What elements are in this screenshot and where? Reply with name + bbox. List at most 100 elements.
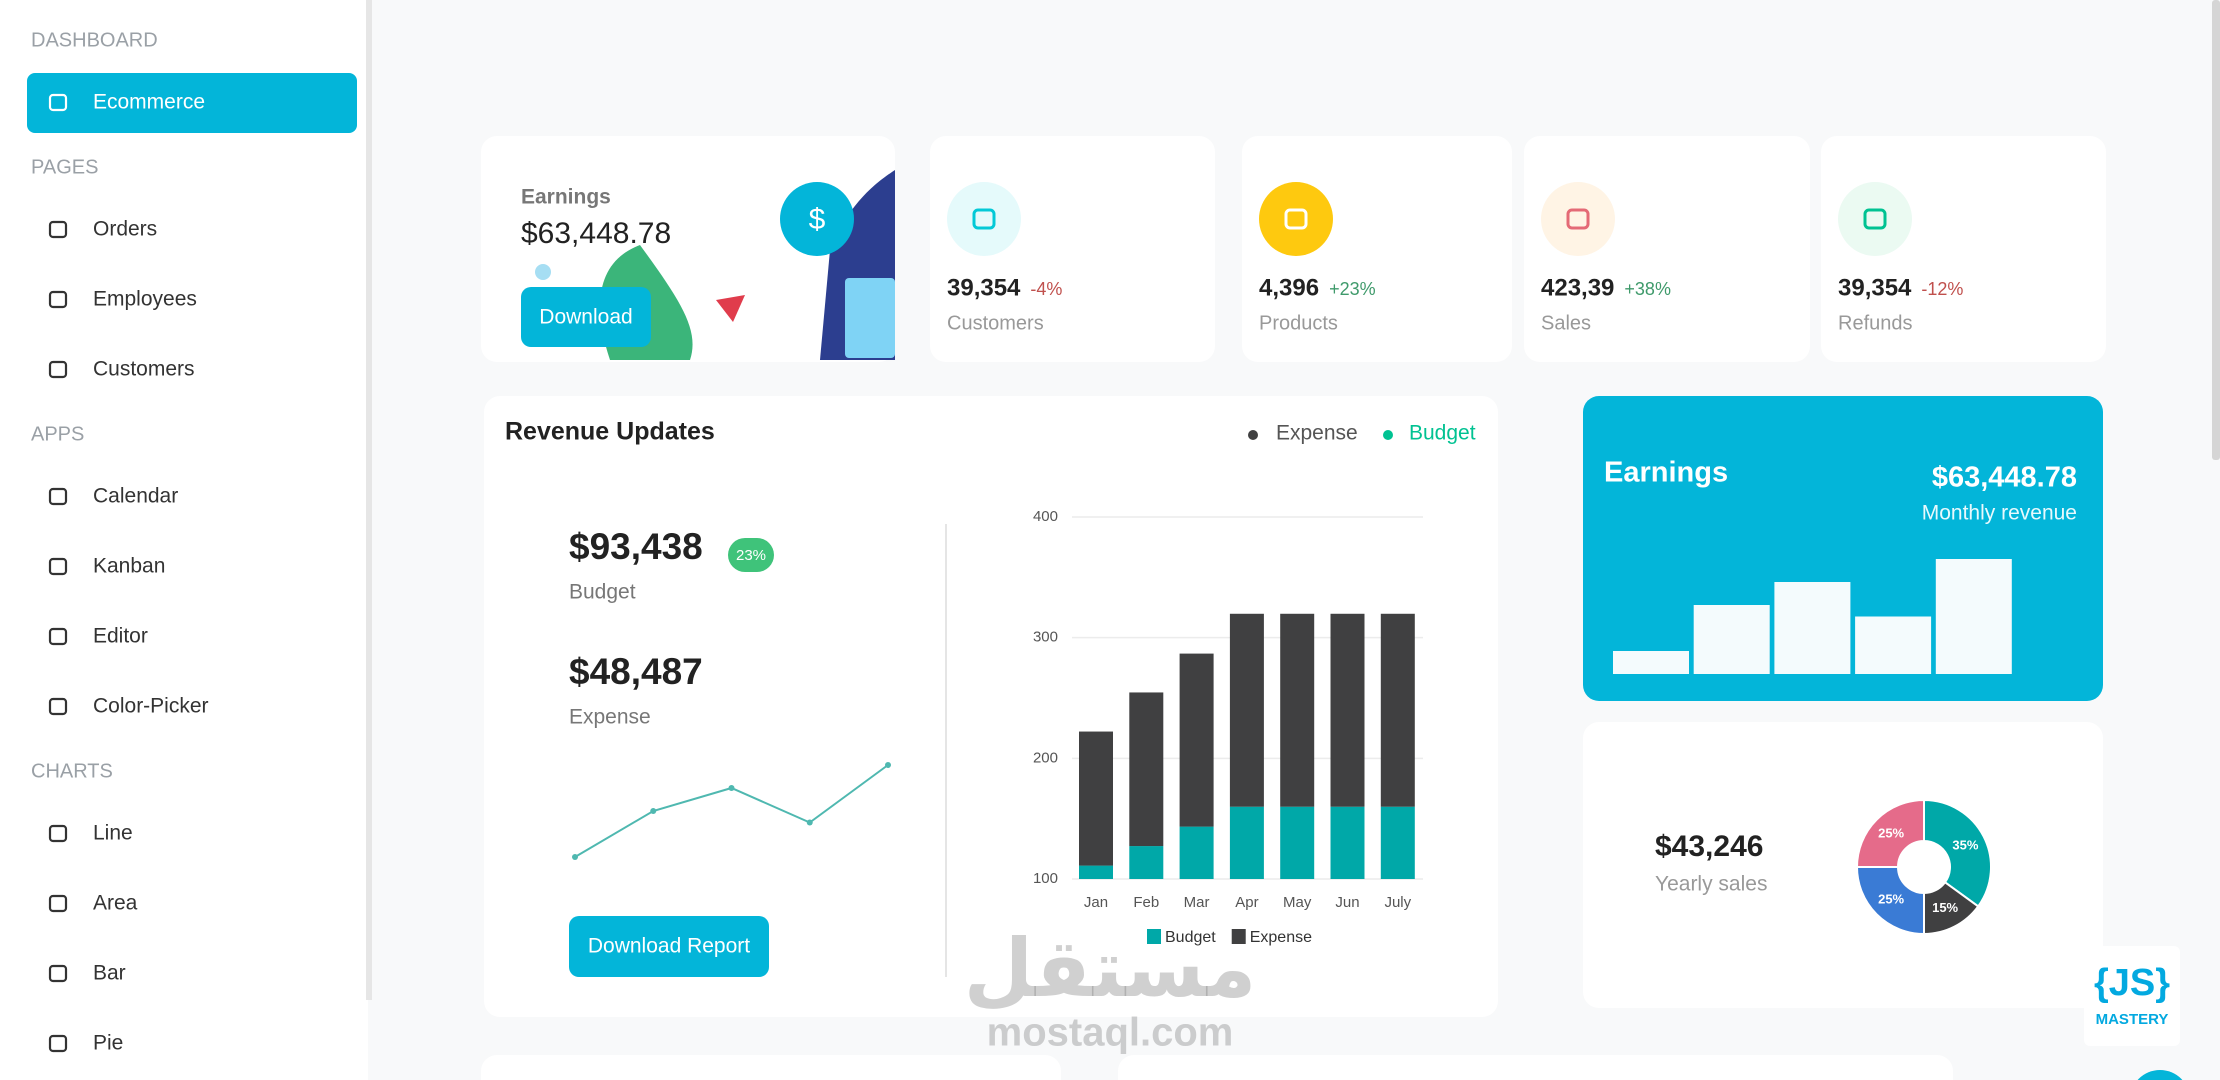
sparkline-point — [650, 808, 657, 814]
watermark-latin: mostaql.com — [987, 1011, 1234, 1055]
stat-title: Products — [1259, 312, 1338, 334]
download-label: Download — [539, 306, 632, 329]
budget-label: Budget — [569, 581, 636, 604]
stat-amount: 39,354 — [947, 274, 1021, 301]
sparkline-point — [885, 762, 891, 768]
nav-icon — [48, 557, 68, 576]
section-title: PAGES — [31, 156, 98, 178]
nav-item[interactable]: Employees — [48, 288, 197, 311]
monthly-amount: $63,448.78 — [1932, 462, 2077, 494]
nav-item[interactable]: Area — [48, 892, 138, 915]
revenue-title: Revenue Updates — [505, 418, 715, 446]
nav-label: Bar — [93, 962, 126, 985]
nav-item[interactable]: Ecommerce — [27, 73, 357, 133]
download-button[interactable] — [521, 287, 651, 347]
nav-item[interactable]: Calendar — [48, 485, 178, 508]
legend-swatch — [1231, 929, 1246, 944]
laptop-illustration — [845, 278, 895, 358]
pie-label: 25% — [1878, 891, 1904, 906]
bottom-card — [481, 1055, 1061, 1080]
bar — [1855, 616, 1932, 674]
bar — [1613, 651, 1689, 674]
stat-change: +23% — [1329, 279, 1376, 299]
y-tick-label: 200 — [1033, 749, 1058, 766]
download-report-button[interactable] — [569, 916, 769, 977]
bar-segment — [1380, 613, 1415, 807]
yearly-amount: $43,246 — [1655, 830, 1763, 863]
nav-item[interactable]: Kanban — [48, 555, 165, 578]
bar-segment — [1179, 826, 1214, 879]
bar-segment — [1229, 806, 1264, 879]
nav-icon — [48, 964, 68, 983]
nav-item[interactable]: Customers — [48, 358, 195, 381]
x-tick-label: Apr — [1235, 894, 1258, 911]
legend-label: Expense — [1276, 422, 1358, 445]
dollar-circle — [780, 182, 854, 256]
nav-icon — [48, 824, 68, 843]
nav-item[interactable]: Editor — [48, 625, 148, 648]
pie-label: 15% — [1932, 900, 1958, 915]
nav-label: Line — [93, 822, 133, 845]
legend-swatch — [1147, 929, 1161, 944]
nav-icon — [48, 894, 68, 913]
y-tick-label: 400 — [1033, 508, 1058, 525]
nav-label: Customers — [93, 358, 195, 381]
legend-dot — [1248, 430, 1258, 440]
bar-segment — [1079, 865, 1113, 879]
nav-label: Calendar — [93, 485, 178, 508]
stat-icon-bg — [1541, 182, 1615, 256]
y-tick-label: 300 — [1033, 629, 1058, 646]
earnings-amount: $63,448.78 — [521, 217, 671, 250]
nav-icon — [48, 93, 68, 112]
nav-item[interactable]: Bar — [48, 962, 126, 985]
sparkline-point — [572, 854, 578, 860]
settings-button[interactable] — [2130, 1070, 2190, 1080]
stat-amount: 39,354 — [1838, 274, 1912, 301]
x-tick-label: Mar — [1184, 894, 1210, 911]
legend-label: Budget — [1409, 422, 1476, 445]
stat-amount: 4,396 — [1259, 274, 1319, 301]
nav-icon — [48, 290, 68, 309]
stat-change: +38% — [1624, 279, 1671, 299]
dollar-icon: $ — [809, 203, 826, 236]
bar-segment — [1330, 806, 1365, 879]
sidebar — [0, 0, 368, 1080]
yearly-label: Yearly sales — [1655, 873, 1767, 896]
logo-bg — [2084, 946, 2180, 1046]
nav-item[interactable]: Orders — [48, 218, 157, 241]
bar — [1935, 559, 2012, 674]
bar-segment — [1079, 731, 1113, 866]
bar-segment — [1129, 846, 1164, 879]
legend-dot — [1383, 430, 1393, 440]
sparkline-point — [728, 785, 735, 791]
legend-label: Budget — [1165, 929, 1216, 946]
nav-label: Editor — [93, 625, 148, 648]
section-title: DASHBOARD — [31, 29, 158, 51]
nav-label: Ecommerce — [93, 91, 205, 114]
sparkline-point — [806, 819, 813, 826]
x-tick-label: Jan — [1084, 894, 1108, 911]
earnings-title: Earnings — [521, 186, 611, 209]
nav-icon — [48, 627, 68, 646]
nav-label: Kanban — [93, 555, 165, 578]
x-tick-label: Jun — [1335, 894, 1359, 911]
y-tick-label: 100 — [1033, 870, 1058, 887]
bar-segment — [1280, 806, 1315, 879]
stat-title: Refunds — [1838, 312, 1913, 334]
stat-icon-bg — [947, 182, 1021, 256]
nav-item[interactable]: Pie — [48, 1032, 123, 1055]
budget-badge — [728, 538, 774, 572]
stat-title: Sales — [1541, 312, 1591, 334]
stat-icon — [1863, 208, 1887, 230]
stat-icon — [1284, 208, 1308, 230]
stat-icon-bg — [1838, 182, 1912, 256]
nav-item[interactable]: Color-Picker — [48, 695, 209, 718]
stat-amount: 423,39 — [1541, 274, 1614, 301]
nav-label: Area — [93, 892, 138, 915]
nav-item[interactable]: Line — [48, 822, 133, 845]
bar-segment — [1380, 806, 1415, 879]
x-tick-label: May — [1283, 894, 1312, 911]
bar — [1774, 582, 1851, 674]
nav-label: Color-Picker — [93, 695, 209, 718]
